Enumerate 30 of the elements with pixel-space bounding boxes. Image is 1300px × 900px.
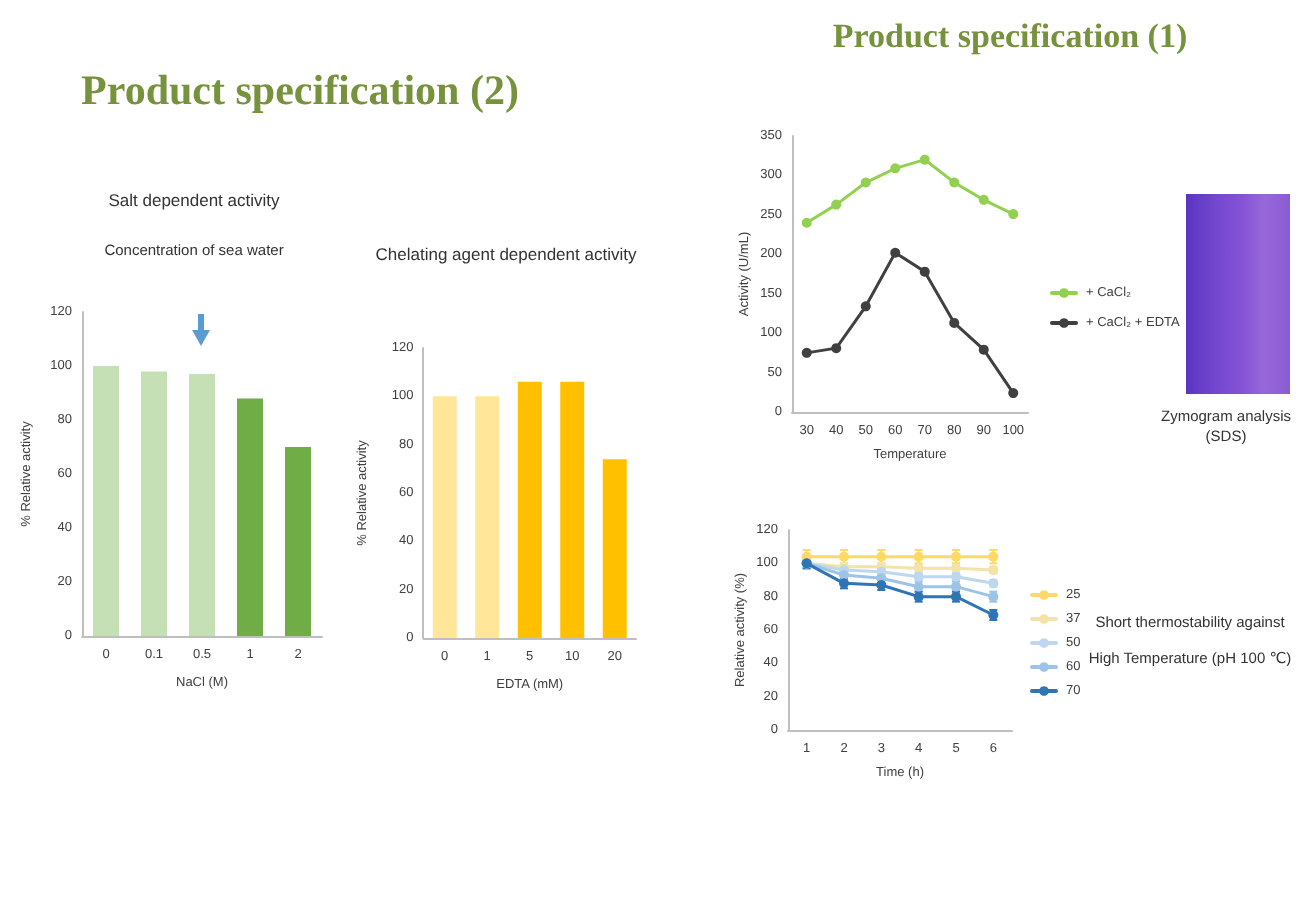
point	[890, 247, 901, 258]
chart-title: Chelating agent dependent activity	[375, 244, 638, 264]
bar	[93, 366, 119, 636]
point	[919, 154, 930, 165]
bar	[285, 447, 311, 636]
point	[1008, 209, 1019, 220]
point	[860, 177, 871, 188]
bar	[602, 459, 627, 638]
chart-title: Product specification (1)	[832, 17, 1188, 55]
bar	[517, 381, 542, 638]
chart-subtitle: Salt dependent activity	[108, 190, 282, 210]
point	[1008, 388, 1019, 399]
point	[919, 266, 930, 277]
bar	[432, 396, 457, 638]
point	[890, 163, 901, 174]
point	[831, 199, 842, 210]
point	[801, 347, 812, 358]
point	[949, 317, 960, 328]
bar	[237, 398, 263, 636]
bar	[189, 374, 215, 636]
point	[978, 194, 989, 205]
point	[831, 343, 842, 354]
bar	[141, 371, 167, 636]
point	[801, 217, 812, 228]
bar	[475, 396, 500, 638]
point	[860, 301, 871, 312]
bar	[560, 381, 585, 638]
point	[949, 177, 960, 188]
chart-title: Product specification (2)	[81, 66, 519, 114]
point	[978, 344, 989, 355]
